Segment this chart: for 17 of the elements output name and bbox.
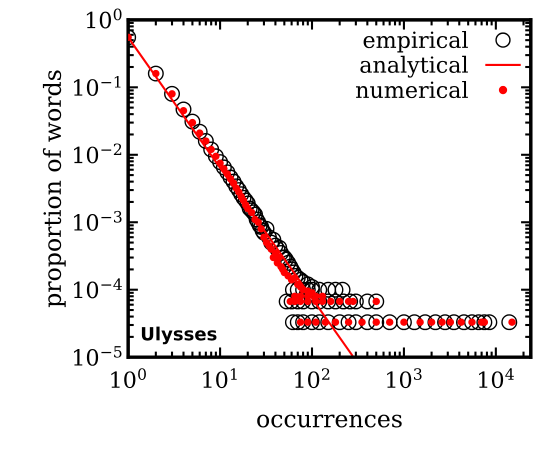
x-tick-label: 10$^{1}$ <box>203 368 237 388</box>
y-tick-label: 10$^{−1}$ <box>74 76 120 96</box>
y-tick-label: 10$^{−2}$ <box>74 143 122 164</box>
legend-label: analytical <box>360 56 468 78</box>
x-tick-label: 10$^{4}$ <box>479 368 514 388</box>
y-tick-label: 10$^{−5}$ <box>74 346 122 366</box>
y-tick-label: 10$^{−3}$ <box>74 210 122 231</box>
x-axis-title: occurrences <box>257 414 402 428</box>
y-tick-label: 10$^{−4}$ <box>74 278 122 298</box>
legend-label: empirical <box>364 30 468 52</box>
x-tick-label: 10$^{3}$ <box>387 368 422 388</box>
annotation: Ulysses <box>142 326 216 344</box>
legend-label: numerical <box>356 80 468 98</box>
x-tick-label: 10$^{0}$ <box>111 368 146 388</box>
x-tick-label: 10$^{2}$ <box>295 368 330 388</box>
y-tick-label: 10$^{0}$ <box>86 8 122 28</box>
y-axis-title: proportion of words <box>42 70 66 308</box>
